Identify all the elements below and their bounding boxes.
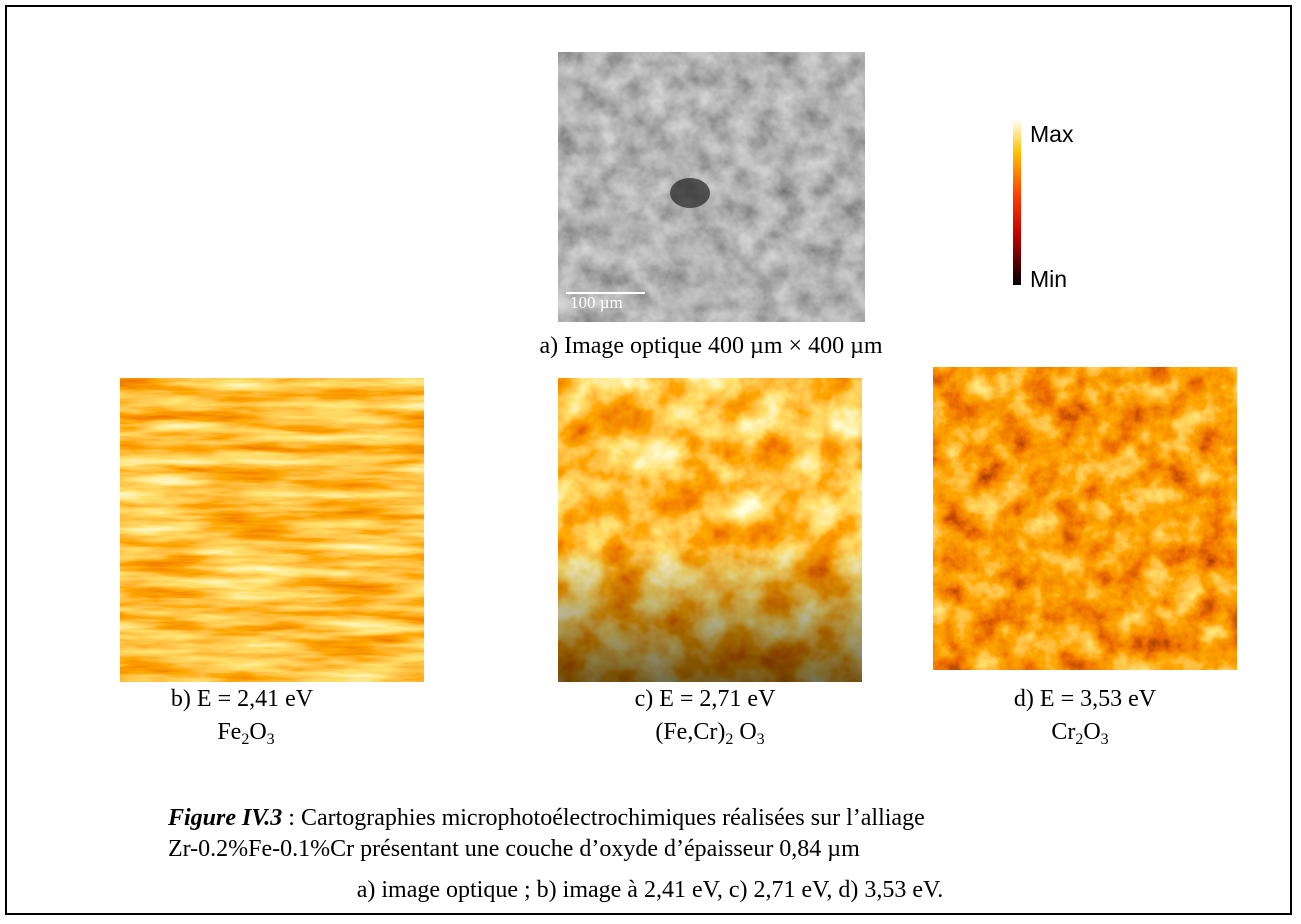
subscript: 3 (266, 731, 275, 748)
optical-image (558, 52, 865, 322)
map-c-shade (558, 378, 862, 682)
optical-defect (670, 178, 710, 208)
formula: Cr2O3 (1051, 719, 1109, 748)
subscript: 3 (756, 731, 765, 748)
formula-part: O (733, 719, 757, 745)
panel-label: b) E = 2,41 eV (170, 686, 314, 712)
formula-part: Cr (1051, 719, 1076, 745)
formula: Fe2O3 (217, 719, 275, 748)
map-d (933, 367, 1237, 670)
subscript: 3 (1100, 731, 1109, 748)
caption-text: : Cartographies microphotoélectrochimiqu… (282, 805, 925, 831)
caption-line: a) image optique ; b) image à 2,41 eV, c… (356, 877, 944, 903)
figure-number: Figure IV.3 (168, 805, 283, 831)
frame (5, 5, 1292, 915)
colorbar-min: Min (1030, 266, 1068, 292)
subscript: 2 (725, 731, 734, 748)
subscript: 2 (1075, 731, 1084, 748)
subscript: 2 (241, 731, 250, 748)
panel-label: d) E = 3,53 eV (1013, 686, 1157, 712)
map-b (120, 378, 424, 682)
colorbar (1013, 120, 1021, 285)
scale-bar-label: 100 µm (570, 293, 623, 312)
formula-part: O (249, 719, 267, 745)
formula-part: O (1083, 719, 1101, 745)
panel-label: c) E = 2,71 eV (634, 686, 776, 712)
panel-label: a) Image optique 400 µm × 400 µm (539, 333, 883, 359)
formula-part: (Fe,Cr) (655, 719, 726, 745)
caption-line: Zr-0.2%Fe-0.1%Cr présentant une couche d… (168, 836, 860, 862)
formula-part: Fe (217, 719, 242, 745)
caption-line: Figure IV.3 : Cartographies microphotoél… (168, 805, 925, 832)
formula: (Fe,Cr)2 O3 (655, 719, 765, 748)
colorbar-max: Max (1030, 121, 1074, 147)
